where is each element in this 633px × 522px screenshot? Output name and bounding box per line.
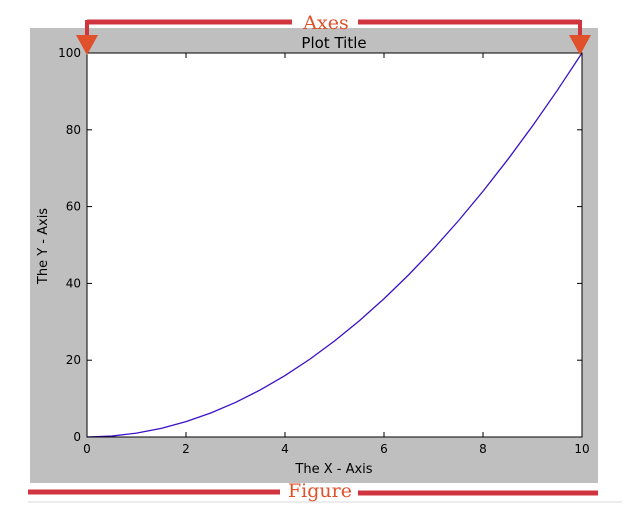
axes-annotation: Axes xyxy=(76,12,591,55)
axes-arrow-left-icon xyxy=(76,35,98,55)
x-tick-label: 6 xyxy=(380,442,388,456)
x-tick-label: 2 xyxy=(182,442,190,456)
plot-title: Plot Title xyxy=(301,34,366,52)
y-axis-label: The Y - Axis xyxy=(36,208,51,285)
series-line xyxy=(86,52,583,438)
x-tick-label: 0 xyxy=(83,442,91,456)
axes-background xyxy=(87,53,582,437)
y-tick-label: 80 xyxy=(66,123,81,137)
x-tick-label: 4 xyxy=(281,442,289,456)
x-axis-label: The X - Axis xyxy=(294,462,372,477)
figure-annotation: Figure xyxy=(28,480,622,503)
x-tick-label: 10 xyxy=(574,442,589,456)
y-tick-label: 100 xyxy=(58,46,81,60)
axes-annotation-label: Axes xyxy=(302,12,348,34)
x-tick-label: 8 xyxy=(479,442,487,456)
y-tick-label: 40 xyxy=(66,276,81,290)
y-tick-label: 20 xyxy=(66,353,81,367)
axes-arrow-right-icon xyxy=(569,35,591,55)
figure-annotation-label: Figure xyxy=(288,480,352,502)
y-tick-label: 60 xyxy=(66,200,81,214)
axes-frame xyxy=(86,52,583,438)
y-tick-label: 0 xyxy=(73,430,81,444)
